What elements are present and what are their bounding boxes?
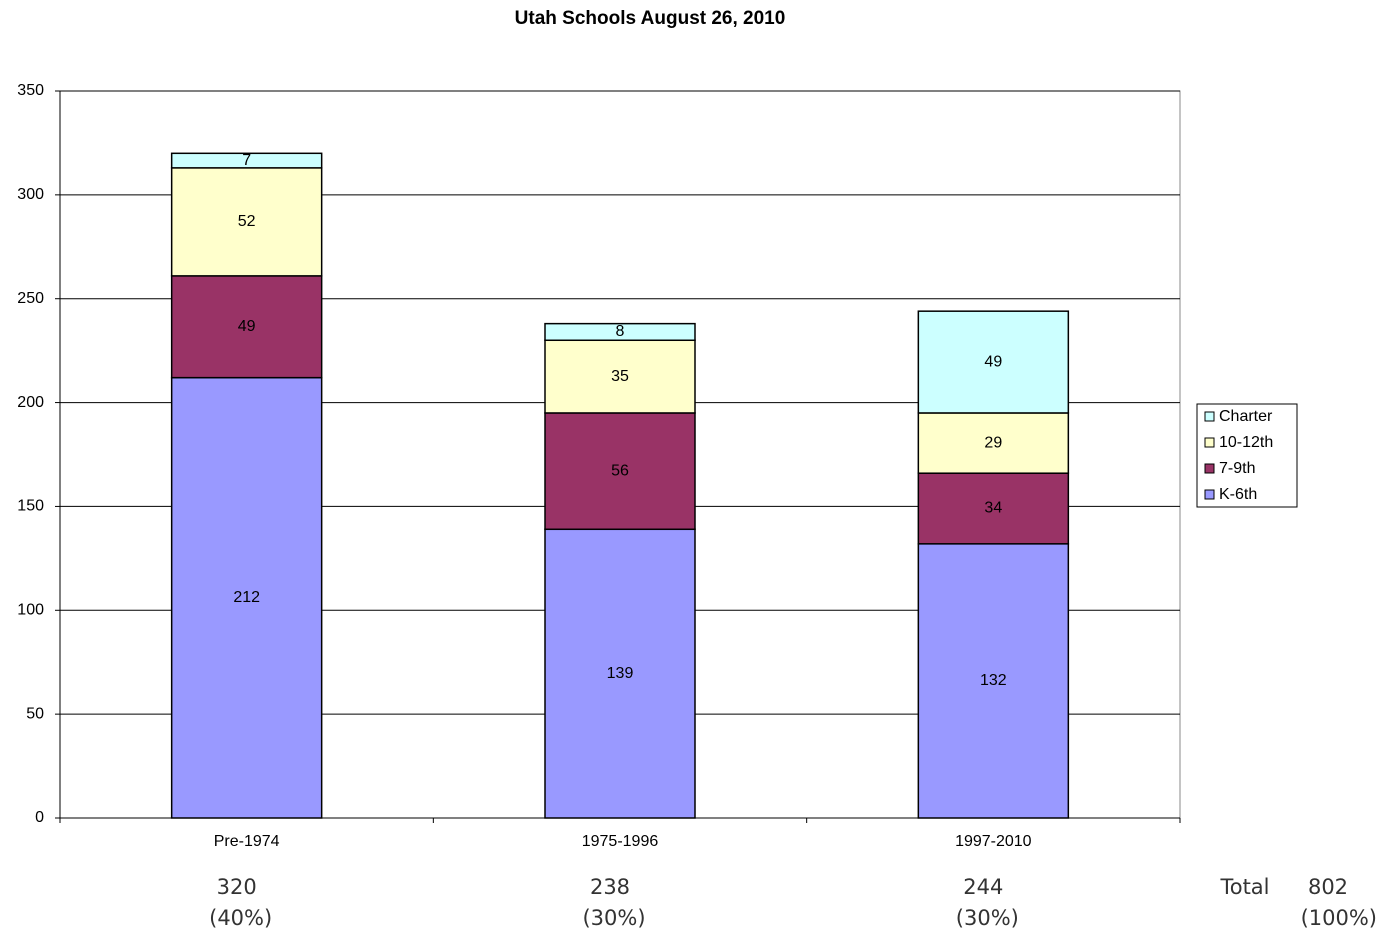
x-tick-label: 1975-1996 [582, 833, 659, 850]
grand-share: (100%) [1301, 906, 1377, 930]
bar-segment [917, 310, 1070, 414]
column-share: (30%) [582, 906, 645, 930]
column-total: 238 [590, 875, 630, 899]
data-label: 29 [984, 434, 1002, 451]
grand-total: 802 [1308, 875, 1348, 899]
bar-segment [544, 339, 696, 414]
data-label: 132 [980, 672, 1007, 689]
bar-segment [917, 543, 1070, 819]
x-tick-label: Pre-1974 [214, 833, 280, 850]
legend-label: 10-12th [1219, 434, 1273, 451]
data-label: 139 [607, 665, 634, 682]
legend-swatch [1204, 437, 1215, 448]
bar-segment [917, 412, 1070, 474]
legend-label: Charter [1219, 408, 1273, 425]
column-total: 244 [963, 875, 1003, 899]
y-tick-label: 150 [17, 498, 44, 515]
bar-segment [170, 275, 323, 379]
legend-label: 7-9th [1219, 460, 1255, 477]
y-tick-label: 300 [17, 186, 44, 203]
bar-segment [544, 528, 696, 819]
data-label: 49 [984, 353, 1002, 370]
chart-title: Utah Schools August 26, 2010 [515, 8, 786, 29]
data-label: 34 [984, 500, 1002, 517]
bar-segment [544, 322, 696, 342]
data-label: 35 [611, 368, 629, 385]
data-label: 49 [238, 318, 256, 335]
legend-swatch [1204, 411, 1215, 422]
column-share: (40%) [209, 906, 272, 930]
legend-swatch [1204, 489, 1215, 500]
bar-segment [917, 472, 1070, 545]
data-label: 212 [233, 589, 260, 606]
bar-segment [170, 152, 323, 169]
y-tick-label: 100 [17, 602, 44, 619]
legend-swatch [1204, 463, 1215, 474]
total-label: Total [1219, 875, 1269, 899]
data-label: 8 [616, 323, 625, 340]
legend-label: K-6th [1219, 486, 1257, 503]
y-tick-label: 200 [17, 394, 44, 411]
data-label: 7 [242, 152, 251, 169]
x-tick-label: 1997-2010 [955, 833, 1032, 850]
data-label: 52 [238, 213, 256, 230]
column-total: 320 [217, 875, 257, 899]
y-tick-label: 50 [26, 705, 44, 722]
data-label: 56 [611, 462, 629, 479]
y-tick-label: 250 [17, 290, 44, 307]
y-tick-label: 0 [35, 809, 44, 826]
y-tick-label: 350 [17, 82, 44, 99]
bar-segment [170, 376, 323, 819]
column-share: (30%) [956, 906, 1019, 930]
